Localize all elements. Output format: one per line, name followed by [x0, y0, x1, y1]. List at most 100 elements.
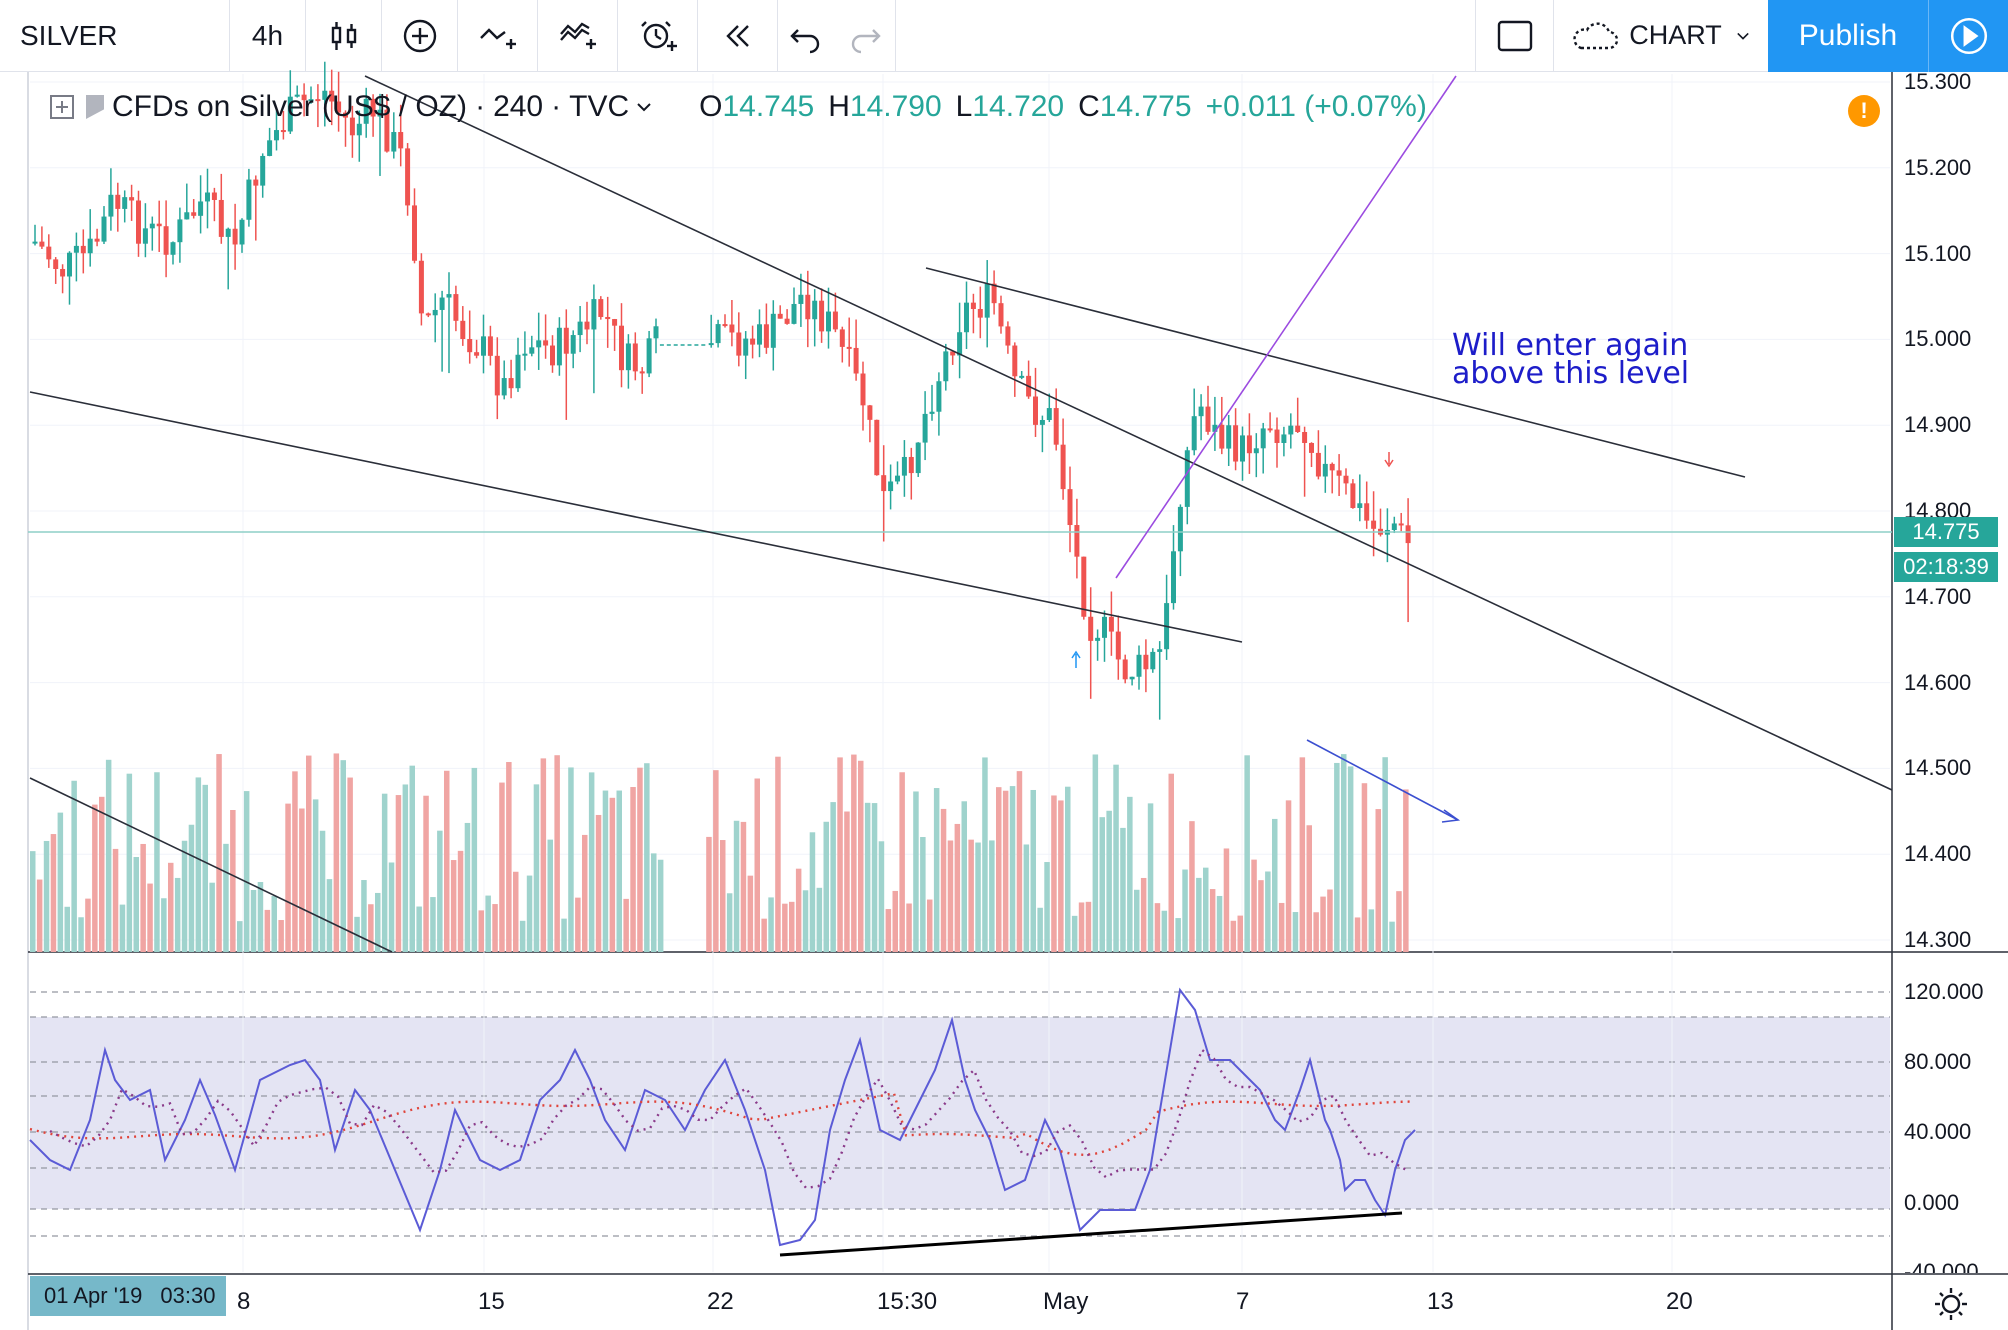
volume-bar	[733, 820, 740, 952]
volume-bar	[216, 754, 222, 952]
legend-low-label: L	[955, 90, 973, 123]
candle	[32, 241, 38, 244]
candle	[80, 245, 86, 254]
volume-bar	[713, 770, 719, 952]
symbol-search-button[interactable]: SILVER	[0, 0, 230, 71]
candle	[1267, 428, 1273, 431]
volume-bar	[906, 903, 912, 952]
candle	[881, 475, 887, 492]
candle	[1171, 551, 1176, 604]
legend-change: +0.011 (+0.07%)	[1205, 90, 1427, 123]
volume-bar	[1278, 902, 1285, 952]
volume-bar	[623, 898, 629, 952]
candle	[294, 94, 300, 97]
chart-type-button[interactable]	[306, 0, 382, 71]
redo-button[interactable]	[834, 0, 896, 71]
candle	[1357, 503, 1363, 508]
alert-button[interactable]	[618, 0, 698, 71]
candle	[812, 300, 818, 320]
volume-bar	[388, 862, 395, 952]
annotation-line-2: above this level	[1452, 356, 1690, 391]
candle	[460, 320, 466, 339]
volume-bar	[1182, 869, 1188, 952]
volume-bar	[375, 892, 381, 952]
candle	[73, 245, 79, 253]
chevron-down-icon[interactable]	[633, 96, 655, 118]
settings-sun-icon[interactable]	[1935, 1288, 1967, 1320]
candle	[570, 335, 576, 354]
volume-bar	[112, 848, 119, 952]
legend-interval: 240	[493, 90, 544, 123]
legend-open-label: O	[699, 90, 723, 123]
price-axis-label: 14.400	[1904, 841, 1972, 867]
volume-bar	[1099, 817, 1105, 952]
candle	[639, 371, 645, 374]
volume-bar	[1320, 896, 1326, 952]
volume-bar	[243, 791, 250, 952]
candle	[763, 324, 769, 348]
candle	[53, 259, 59, 269]
candle	[922, 413, 928, 443]
replay-button[interactable]	[698, 0, 778, 71]
legend-toggle-icon[interactable]	[50, 95, 74, 119]
time-axis-label: 22	[707, 1288, 734, 1315]
indicators-button[interactable]	[458, 0, 538, 71]
legend-title[interactable]: CFDs on Silver (US$ / OZ)	[112, 90, 468, 123]
undo-button[interactable]	[778, 0, 834, 71]
volume-bar	[575, 897, 581, 952]
publish-button[interactable]: Publish	[1768, 0, 1928, 72]
candle	[1198, 406, 1204, 417]
interval-button[interactable]: 4h	[230, 0, 306, 71]
legend-source[interactable]: TVC	[569, 90, 630, 123]
candle	[1322, 463, 1328, 477]
volume-bar	[1071, 915, 1078, 952]
volume-bar	[547, 839, 553, 952]
top-toolbar: SILVER 4h CHART	[0, 0, 2008, 72]
time-axis-label: 13	[1427, 1288, 1454, 1315]
candle	[1143, 654, 1149, 670]
candle	[605, 316, 611, 320]
volume-bar	[1106, 810, 1112, 952]
volume-down-arrow	[1306, 739, 1461, 823]
candle	[798, 294, 804, 304]
undo-icon	[790, 28, 820, 53]
alert-badge[interactable]: !	[1848, 95, 1880, 127]
candle	[156, 223, 162, 227]
candle	[1108, 616, 1114, 632]
volume-bar	[1313, 912, 1319, 952]
volume-bar	[237, 921, 243, 952]
candle	[1157, 649, 1163, 652]
volume-bar	[140, 843, 146, 952]
play-button[interactable]	[1928, 0, 2008, 72]
candle	[191, 212, 197, 216]
candle	[853, 347, 859, 374]
candle	[543, 340, 549, 346]
volume-bar	[92, 804, 98, 952]
candle	[1046, 408, 1052, 421]
oscillator-axis-label: 40.000	[1904, 1119, 1972, 1144]
price-axis-label: 15.300	[1904, 69, 1972, 94]
candle	[584, 321, 590, 330]
layout-button[interactable]	[1476, 0, 1554, 71]
volume-bar	[644, 763, 650, 952]
annotation-text[interactable]: Will enter again above this level	[1452, 331, 1690, 391]
volume-bar	[1216, 895, 1223, 952]
chevron-down-icon	[1736, 32, 1749, 40]
candle	[122, 197, 128, 209]
volume-bar	[230, 809, 236, 952]
candle	[67, 252, 72, 277]
compare-button[interactable]	[538, 0, 618, 71]
price-axis-label: 15.100	[1904, 240, 1972, 266]
candle	[715, 324, 721, 344]
divergence-line	[779, 1211, 1403, 1257]
volume-bar	[1334, 762, 1340, 952]
volume-bar	[513, 871, 519, 952]
volume-bar	[1209, 889, 1216, 952]
add-button[interactable]	[382, 0, 458, 71]
candle	[957, 332, 963, 356]
candle	[1081, 556, 1087, 617]
volume-bar	[595, 814, 602, 952]
volume-bar	[1251, 859, 1257, 952]
candle	[998, 303, 1004, 327]
